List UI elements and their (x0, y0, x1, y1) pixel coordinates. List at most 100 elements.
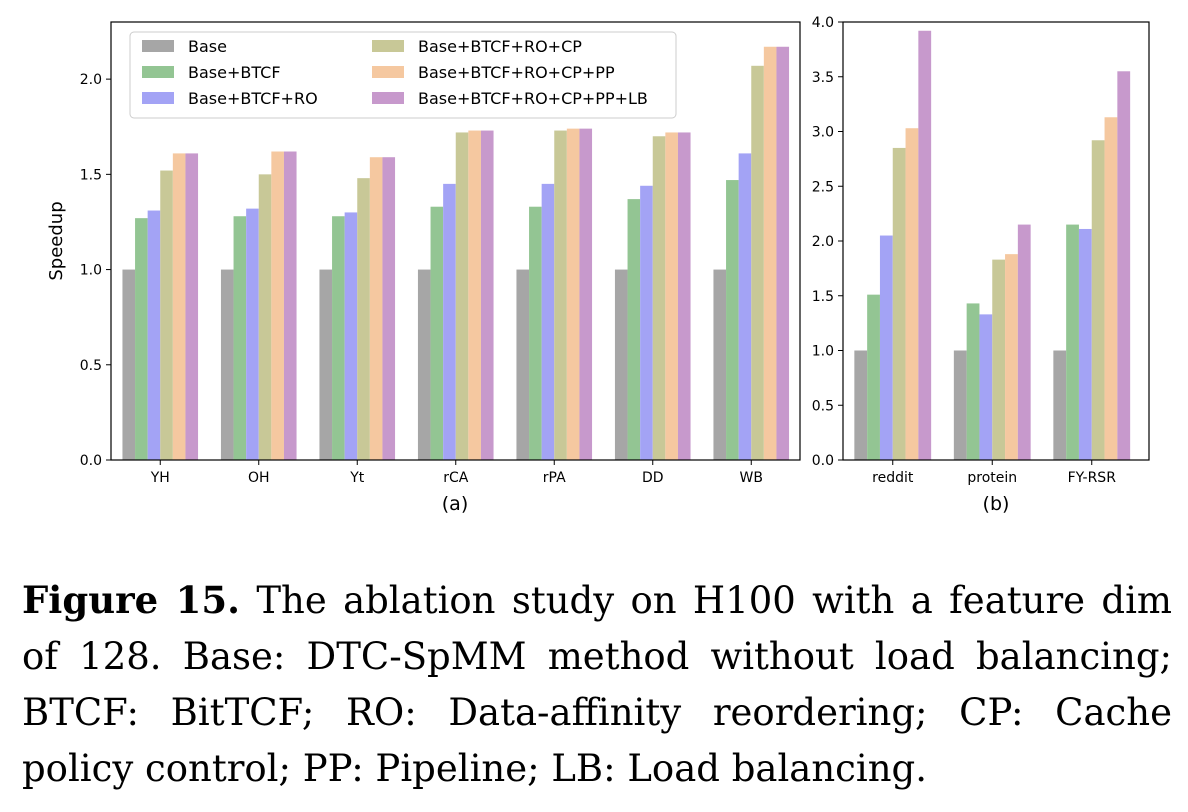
panel-a: YH OH Yt rCA rPA DD WB 0.0 0.5 1.0 1.5 2.0 (a) Speedu… (46, 21, 801, 515)
caption-text: The ablation study on H100 with a featur… (22, 579, 1172, 790)
bar-OH-5 (283, 151, 297, 460)
plot-frame (842, 21, 1150, 461)
legend-label: Base+BTCF (188, 63, 281, 82)
y-tick-label: 2.0 (80, 72, 102, 88)
x-tick-label: FY-RSR (1068, 470, 1117, 486)
bar-FY-RSR-1 (1066, 224, 1079, 460)
y-tick-label: 1.5 (812, 289, 834, 305)
bar-OH-2 (246, 208, 259, 460)
y-tick-label: 0.0 (80, 453, 102, 469)
legend-swatch (142, 92, 174, 104)
ablation-chart: YH OH Yt rCA rPA DD WB 0.0 0.5 1.0 1.5 2.0 (a) Speedu… (46, 15, 1150, 515)
bar-FY-RSR-5 (1117, 71, 1131, 460)
legend-label: Base (188, 37, 227, 56)
bar-Yt-2 (344, 212, 358, 460)
bar-WB-3 (751, 65, 764, 461)
x-tick-label: WB (740, 470, 763, 486)
x-tick-label: protein (967, 470, 1017, 486)
x-tick-label: Yt (349, 470, 365, 486)
bar-protein-0 (953, 350, 967, 460)
bar-reddit-0 (854, 350, 868, 460)
bar-Yt-0 (319, 269, 333, 460)
bar-WB-1 (726, 180, 739, 460)
bar-FY-RSR-4 (1104, 117, 1118, 460)
bar-WB-2 (738, 153, 752, 460)
bar-YH-5 (185, 153, 199, 460)
bar-rPA-3 (554, 130, 567, 461)
bar-reddit-5 (918, 30, 932, 460)
y-tick-label: 1.0 (812, 344, 834, 360)
bar-rCA-1 (430, 206, 444, 460)
bar-rCA-3 (455, 132, 469, 460)
bar-OH-0 (220, 269, 234, 460)
bar-YH-2 (147, 210, 161, 460)
bar-YH-3 (160, 170, 173, 461)
bar-rPA-0 (516, 269, 530, 460)
bar-rPA-4 (566, 128, 580, 460)
legend-label: Base+BTCF+RO (188, 89, 318, 108)
bar-OH-4 (271, 151, 284, 460)
x-tick-label: DD (642, 470, 664, 486)
bar-reddit-3 (892, 147, 906, 460)
bar-DD-3 (652, 136, 666, 460)
bar-WB-0 (713, 269, 727, 460)
x-tick-label: rCA (443, 470, 469, 486)
y-tick-label: 1.5 (80, 167, 102, 183)
legend: Base Base+BTCF Base+BTCF+RO Base+BTCF+RO+CP… (129, 31, 677, 119)
bar-YH-0 (122, 269, 136, 460)
figure: YH OH Yt rCA rPA DD WB 0.0 0.5 1.0 1.5 2.0 (a) Speedu… (46, 15, 1150, 515)
legend-swatch (372, 40, 404, 52)
bar-WB-4 (763, 46, 777, 460)
y-tick-label: 1.0 (80, 263, 102, 279)
bar-rCA-0 (417, 269, 431, 460)
bar-rPA-2 (541, 183, 555, 460)
y-tick-label: 3.5 (812, 70, 834, 86)
figure-caption: Figure 15. The ablation study on H100 wi… (22, 572, 1172, 797)
caption-label: Figure 15. (22, 578, 240, 622)
legend-label: Base+BTCF+RO+CP+PP (418, 63, 615, 82)
y-tick-label: 0.0 (812, 453, 834, 469)
legend-swatch (142, 40, 174, 52)
bar-OH-3 (258, 174, 272, 460)
y-tick-label: 2.0 (812, 234, 834, 250)
bar-rCA-5 (480, 130, 494, 461)
legend-label: Base+BTCF+RO+CP+PP+LB (418, 89, 648, 108)
panel-label: (b) (983, 493, 1010, 515)
bar-FY-RSR-3 (1091, 140, 1105, 460)
y-tick-label: 0.5 (812, 398, 834, 414)
bar-Yt-5 (382, 157, 396, 460)
bar-rPA-1 (529, 206, 542, 460)
bar-rCA-4 (468, 130, 481, 461)
x-tick-label: reddit (872, 470, 914, 486)
bar-DD-1 (627, 199, 641, 460)
plot-frame (110, 21, 801, 461)
bar-DD-5 (677, 132, 691, 460)
bar-DD-4 (665, 132, 678, 460)
bar-protein-1 (966, 303, 980, 460)
bar-YH-1 (135, 218, 148, 460)
bar-WB-5 (776, 46, 790, 460)
x-tick-label: YH (150, 470, 170, 486)
bar-protein-2 (979, 314, 993, 460)
bar-DD-0 (614, 269, 628, 460)
bar-Yt-3 (357, 178, 370, 460)
y-axis-label: Speedup (46, 201, 67, 280)
bar-reddit-2 (879, 235, 893, 460)
bar-YH-4 (172, 153, 186, 460)
bar-reddit-4 (905, 128, 919, 460)
bar-FY-RSR-0 (1053, 350, 1067, 460)
legend-swatch (142, 66, 174, 78)
bar-DD-2 (640, 185, 653, 460)
bar-Yt-4 (369, 157, 383, 460)
bar-protein-3 (992, 259, 1006, 460)
x-tick-label: OH (248, 470, 270, 486)
bar-protein-4 (1005, 254, 1018, 460)
bar-reddit-1 (867, 294, 880, 460)
legend-swatch (372, 66, 404, 78)
bar-protein-5 (1017, 224, 1031, 460)
legend-swatch (372, 92, 404, 104)
x-tick-label: rPA (543, 470, 566, 486)
y-tick-label: 0.5 (80, 358, 102, 374)
bar-rPA-5 (579, 128, 593, 460)
panel-b: reddit protein FY-RSR 0.0 0.5 1.0 1.5 2.0 2.5 3.0… (812, 15, 1150, 515)
